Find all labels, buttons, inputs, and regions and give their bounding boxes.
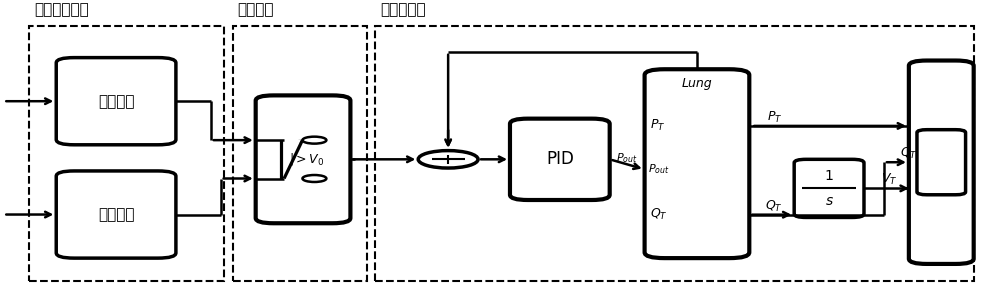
Text: Lung: Lung [682, 77, 712, 90]
Text: $Q_T$: $Q_T$ [650, 207, 667, 222]
Text: 压力控制: 压力控制 [98, 94, 134, 109]
Text: 转换模块: 转换模块 [238, 2, 274, 17]
FancyBboxPatch shape [917, 130, 966, 195]
Text: $V_T$: $V_T$ [881, 172, 897, 187]
FancyBboxPatch shape [909, 61, 974, 264]
Bar [375, 26, 974, 281]
Text: $P_{out}$: $P_{out}$ [616, 151, 638, 165]
Text: $Q_T$: $Q_T$ [765, 198, 783, 214]
FancyBboxPatch shape [256, 95, 350, 223]
Text: 1: 1 [825, 169, 834, 183]
Text: 容量控制: 容量控制 [98, 207, 134, 222]
Bar [29, 26, 224, 281]
FancyBboxPatch shape [56, 58, 176, 145]
FancyBboxPatch shape [56, 171, 176, 258]
Text: $P_T$: $P_T$ [650, 118, 665, 133]
FancyBboxPatch shape [794, 159, 864, 218]
Text: s: s [825, 194, 833, 208]
Text: $|>V_0$: $|>V_0$ [289, 151, 324, 167]
Text: PID: PID [546, 150, 574, 168]
FancyBboxPatch shape [510, 119, 610, 200]
Text: $P_{out}$: $P_{out}$ [648, 162, 669, 176]
Text: $Q_T$: $Q_T$ [900, 146, 918, 161]
Text: 通气控制模块: 通气控制模块 [34, 2, 89, 17]
FancyBboxPatch shape [645, 69, 749, 258]
Text: $P_T$: $P_T$ [767, 110, 782, 125]
Bar [233, 26, 367, 281]
Text: 模拟肺模块: 模拟肺模块 [380, 2, 426, 17]
